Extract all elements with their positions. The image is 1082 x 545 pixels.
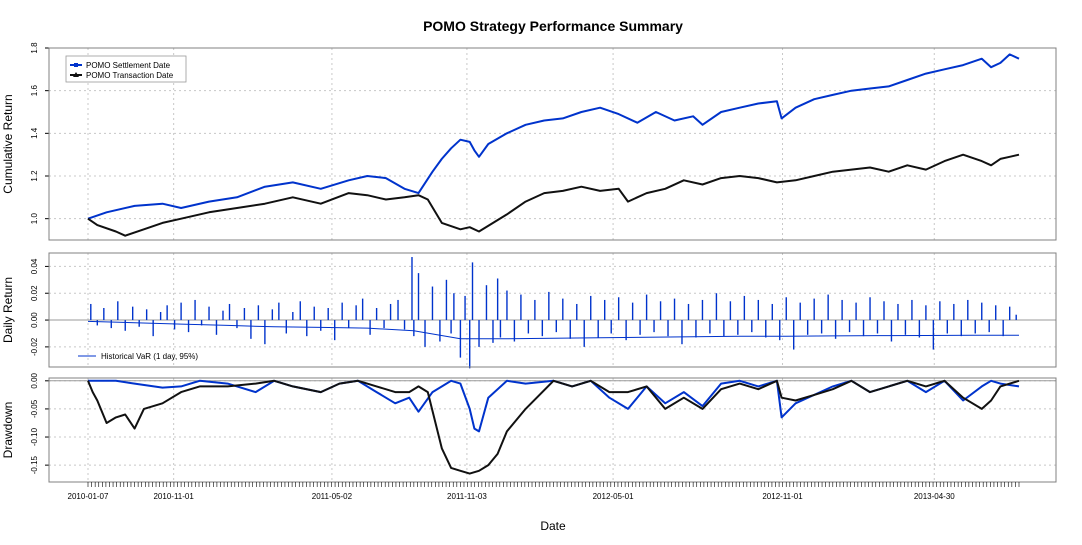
panel-frame (48, 252, 1057, 368)
y-tick-label: 1.2 (30, 170, 39, 182)
y-tick-label: 0.00 (30, 372, 39, 388)
y-tick-label: -0.10 (30, 427, 39, 446)
series-line (87, 320, 1020, 340)
x-axis: 2010-01-07 2010-11-01 2011-05-02 2011-11-03… (68, 482, 1020, 501)
x-tick-label: 2013-04-30 (914, 492, 955, 501)
x-tick-label: 2012-05-01 (593, 492, 634, 501)
y-tick-label: 1.0 (30, 213, 39, 225)
drawdown-y-label: Drawdown (1, 402, 15, 459)
legend-label: POMO Transaction Date (86, 71, 174, 80)
y-tick-label: 0.04 (30, 258, 39, 274)
y-tick-label: -0.02 (30, 337, 39, 356)
panel-cumulative: 1.0 1.2 1.4 1.6 1.8 Cumulative Return POMO Set… (1, 42, 1057, 241)
series-line (87, 53, 1020, 220)
y-tick-label: 0.00 (30, 312, 39, 328)
legend-label: POMO Settlement Date (86, 61, 171, 70)
x-tick-label: 2011-11-03 (447, 492, 487, 501)
series-line (87, 153, 1020, 237)
y-tick-label: 1.6 (30, 85, 39, 97)
panel-drawdown: 0.00 -0.05 -0.10 -0.15 Drawdown (1, 372, 1057, 483)
panel-frame (48, 47, 1057, 241)
legend-marker (74, 63, 78, 67)
legend-label: Historical VaR (1 day, 95%) (101, 352, 198, 361)
y-tick-label: 1.4 (30, 127, 39, 139)
x-axis-label: Date (540, 519, 566, 533)
panel-frame (48, 377, 1057, 483)
y-tick-label: 1.8 (30, 42, 39, 54)
x-tick-label: 2010-11-01 (153, 492, 194, 501)
cumulative-y-label: Cumulative Return (1, 94, 15, 193)
y-tick-label: -0.15 (30, 455, 39, 474)
x-tick-label: 2011-05-02 (312, 492, 353, 501)
legend-box (65, 55, 187, 83)
daily-y-label: Daily Return (1, 277, 15, 343)
panel-daily: -0.02 0.00 0.02 0.04 Daily Return Historical … (1, 252, 1057, 369)
chart-title: POMO Strategy Performance Summary (423, 18, 683, 34)
panels: 1.0 1.2 1.4 1.6 1.8 Cumulative Return POMO Set… (1, 42, 1057, 501)
legend-marker (73, 72, 79, 77)
y-tick-label: 0.02 (30, 285, 39, 301)
x-tick-label: 2012-11-01 (762, 492, 803, 501)
y-tick-label: -0.05 (30, 399, 39, 418)
series-line (87, 379, 1020, 475)
x-tick-label: 2010-01-07 (68, 492, 109, 501)
legend: Historical VaR (1 day, 95%) (78, 352, 198, 361)
